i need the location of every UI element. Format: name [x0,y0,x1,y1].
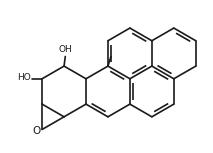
Text: O: O [32,126,41,136]
Text: HO: HO [17,73,31,82]
Text: OH: OH [59,45,73,54]
